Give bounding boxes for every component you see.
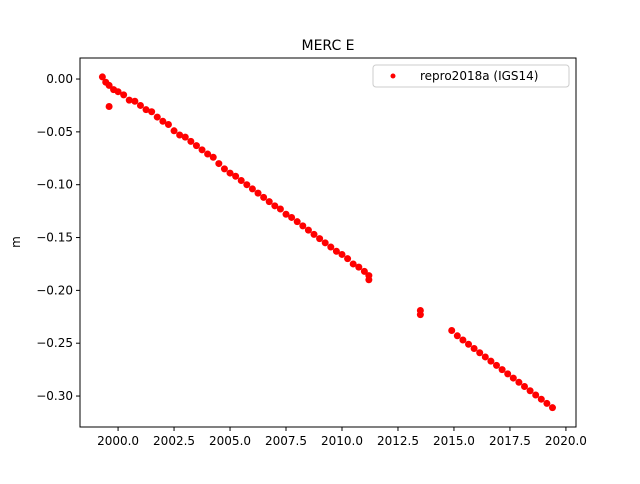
point (299, 222, 307, 230)
point (265, 198, 273, 206)
point (293, 218, 301, 226)
point (487, 357, 495, 365)
point (209, 153, 217, 161)
point (164, 120, 172, 128)
point (349, 260, 357, 268)
point (493, 361, 501, 369)
point (321, 239, 329, 247)
point (515, 378, 523, 386)
point (170, 127, 178, 135)
point (220, 165, 228, 173)
point (282, 210, 290, 218)
point (142, 106, 150, 114)
point (215, 160, 223, 168)
y-tick-label: 0.00 (46, 72, 73, 86)
x-tick-label: 2017.5 (489, 434, 531, 448)
point (520, 383, 528, 391)
point (176, 131, 184, 139)
legend-box (372, 64, 570, 88)
point (543, 399, 551, 407)
point (204, 150, 212, 158)
point (470, 344, 478, 352)
point (248, 185, 256, 193)
y-tick-label: −0.30 (36, 389, 73, 403)
x-tick-label: 2002.5 (153, 434, 195, 448)
point (481, 353, 489, 361)
point (338, 250, 346, 258)
point (254, 189, 262, 197)
point (276, 205, 284, 213)
point (192, 142, 200, 150)
legend-marker (390, 73, 396, 79)
point (288, 213, 296, 221)
point (310, 230, 318, 238)
point (327, 243, 335, 251)
point (304, 226, 312, 234)
point (537, 395, 545, 403)
y-tick-label: −0.25 (36, 336, 73, 350)
point (416, 311, 424, 319)
x-tick-label: 2010.0 (321, 434, 363, 448)
x-tick-label: 2005.0 (209, 434, 251, 448)
point (532, 391, 540, 399)
x-tick-label: 2000.0 (97, 434, 139, 448)
y-tick-label: −0.05 (36, 125, 73, 139)
point (355, 263, 363, 271)
point (271, 202, 279, 210)
point (509, 374, 517, 382)
point (459, 336, 467, 344)
x-tick-label: 2007.5 (265, 434, 307, 448)
point (187, 137, 195, 145)
point (226, 169, 234, 177)
chart-title: MERC E (301, 38, 354, 54)
point (260, 193, 268, 201)
plot-frame (79, 57, 577, 428)
point (232, 172, 240, 180)
point (498, 366, 506, 374)
y-tick-label: −0.15 (36, 231, 73, 245)
point (159, 117, 167, 125)
point (243, 181, 251, 189)
point (344, 255, 352, 263)
point (125, 96, 133, 104)
x-tick-label: 2015.0 (433, 434, 475, 448)
point (105, 103, 113, 111)
point (114, 88, 122, 96)
point (316, 235, 324, 243)
point (153, 113, 161, 121)
point (548, 404, 556, 412)
point (237, 176, 245, 184)
point (360, 267, 368, 275)
point (453, 332, 461, 340)
point (465, 340, 473, 348)
point (504, 370, 512, 378)
point (332, 247, 340, 255)
legend-label: repro2018a (IGS14) (420, 69, 538, 83)
point (198, 146, 206, 154)
point (131, 97, 139, 105)
point (365, 276, 373, 284)
point (181, 133, 189, 141)
point (105, 81, 113, 89)
x-tick-label: 2020.0 (545, 434, 587, 448)
point (120, 91, 128, 99)
point (476, 349, 484, 357)
point (148, 108, 156, 116)
point (98, 73, 106, 81)
point (526, 387, 534, 395)
y-tick-label: −0.20 (36, 283, 73, 297)
point (448, 327, 456, 335)
point (136, 101, 144, 109)
y-axis-label: m (9, 236, 23, 248)
y-tick-label: −0.10 (36, 178, 73, 192)
x-tick-label: 2012.5 (377, 434, 419, 448)
